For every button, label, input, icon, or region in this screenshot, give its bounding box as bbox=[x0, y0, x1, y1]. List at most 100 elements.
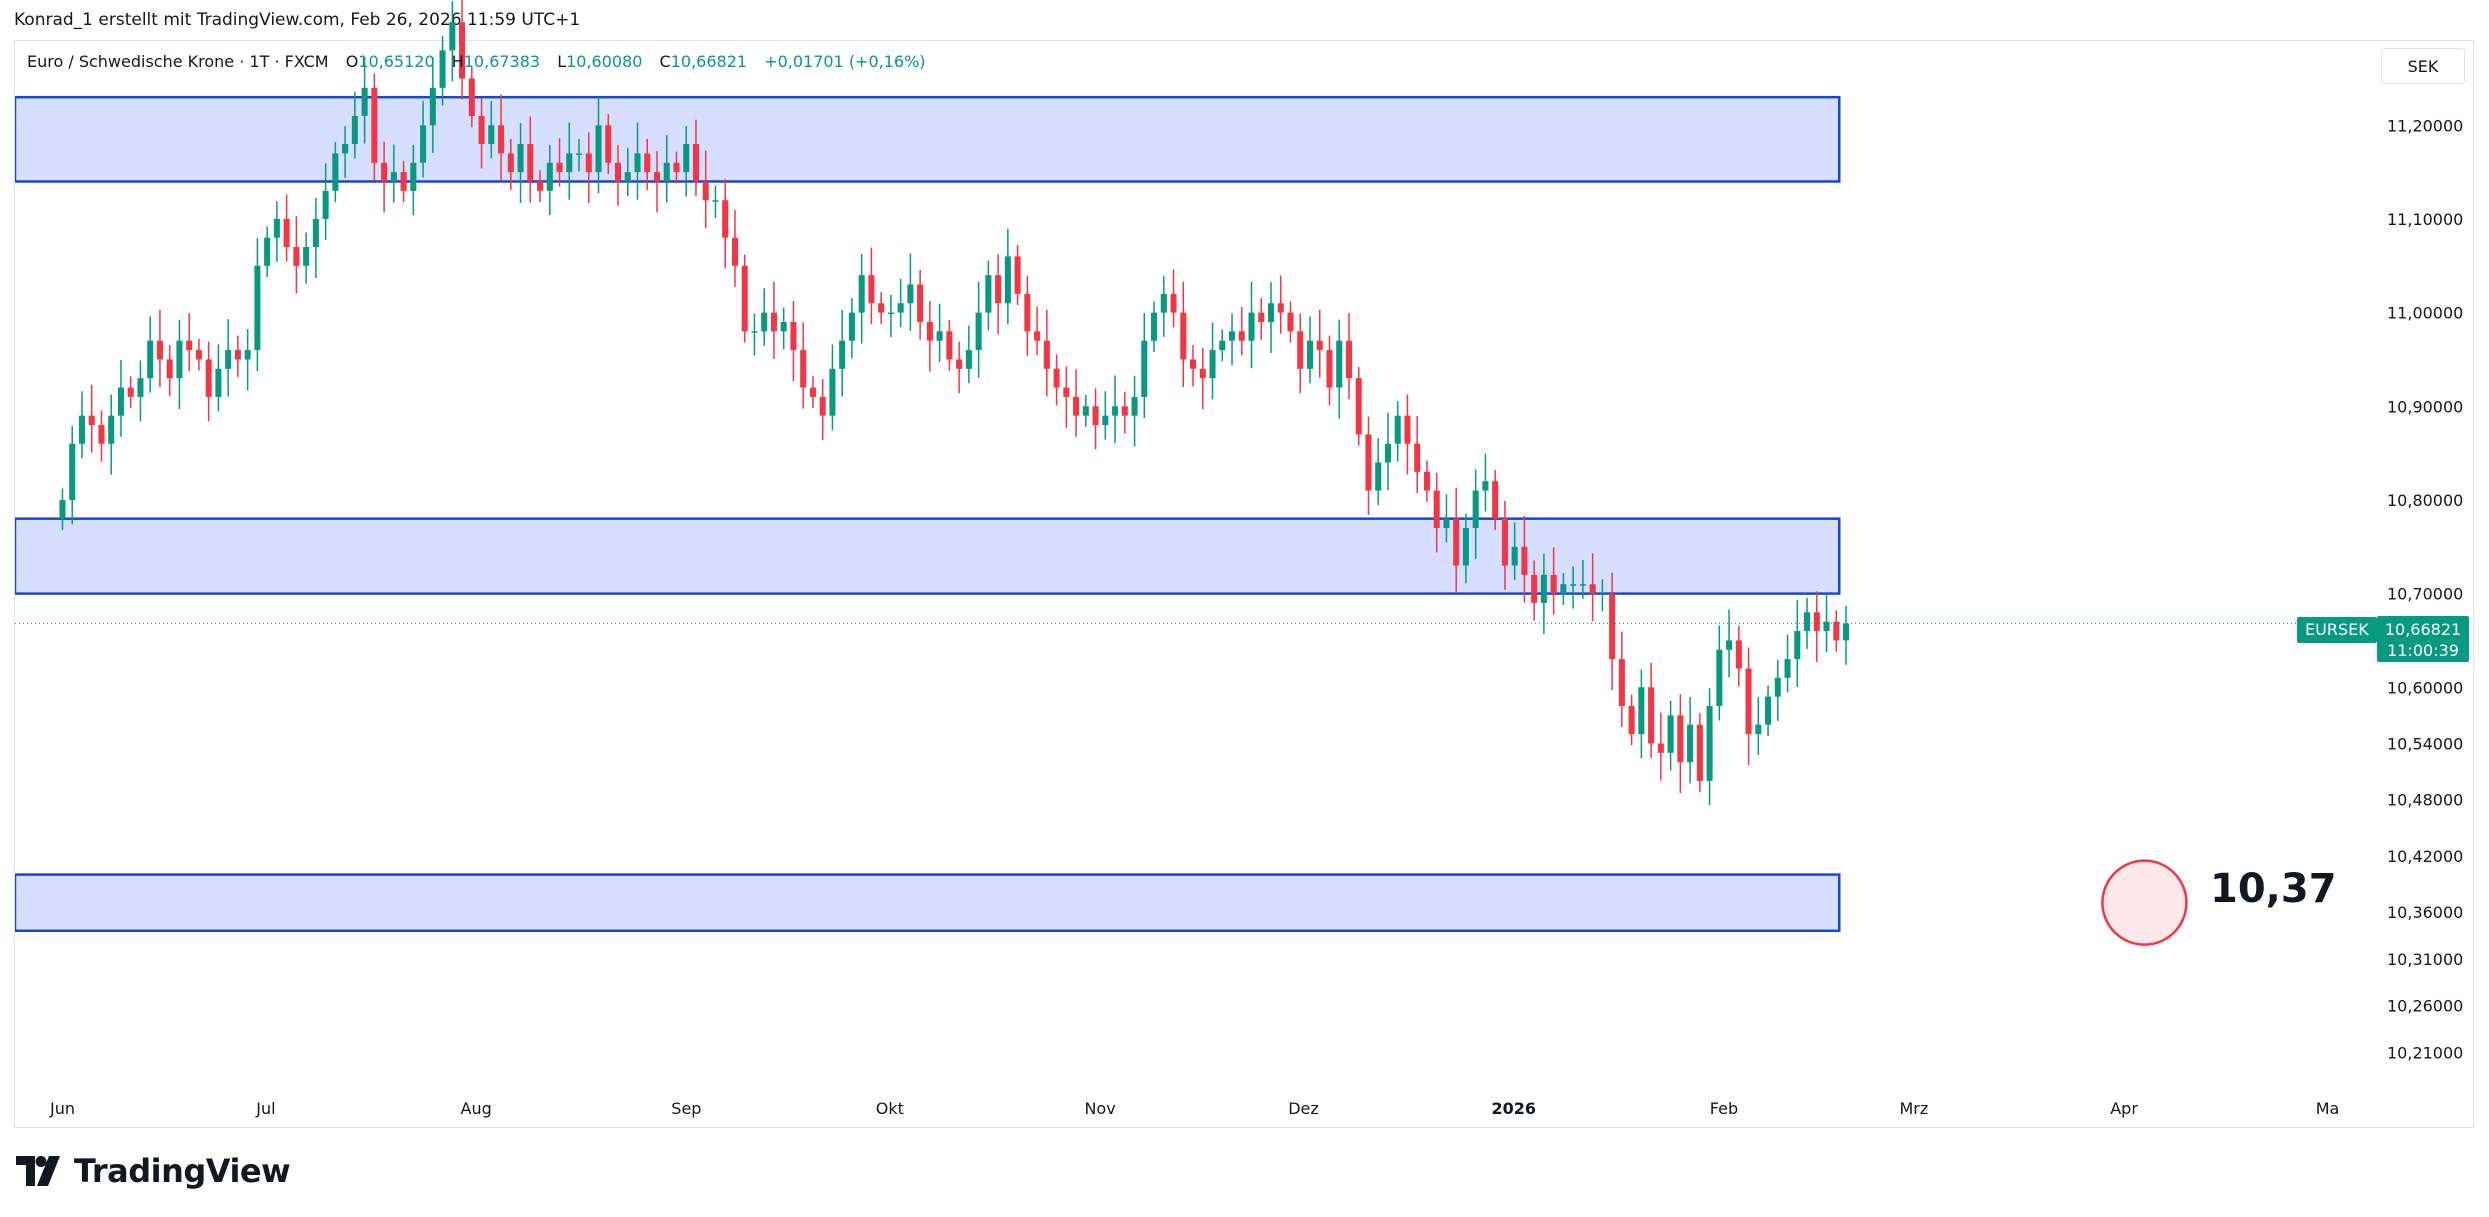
candle-body bbox=[1657, 743, 1664, 753]
support-resistance-zone bbox=[15, 873, 1841, 933]
x-tick-label: Aug bbox=[461, 1099, 492, 1118]
candle-body bbox=[1219, 340, 1226, 351]
candle-body bbox=[1248, 312, 1255, 341]
candle-body bbox=[1053, 368, 1060, 388]
candle-body bbox=[195, 350, 202, 360]
y-tick-label: 10,60000 bbox=[2387, 678, 2463, 697]
x-tick-label: Jul bbox=[255, 1099, 275, 1118]
candle-body bbox=[1034, 331, 1041, 341]
candle-body bbox=[1599, 593, 1606, 596]
candle-body bbox=[381, 162, 388, 182]
candle-body bbox=[1297, 331, 1304, 369]
y-tick-label: 10,26000 bbox=[2387, 997, 2463, 1016]
candle-body bbox=[342, 144, 349, 154]
support-resistance-zone bbox=[15, 95, 1841, 183]
candle-body bbox=[1540, 574, 1547, 603]
legend-high-value: 10,67383 bbox=[463, 52, 541, 71]
candle-body bbox=[1228, 331, 1236, 341]
candle-body bbox=[234, 350, 241, 360]
candle-body bbox=[917, 284, 924, 322]
target-price-label: 10,37 bbox=[2210, 866, 2337, 912]
candle-body bbox=[692, 144, 699, 182]
legend-close-value: 10,66821 bbox=[670, 52, 748, 71]
candle-body bbox=[1082, 406, 1089, 416]
candle-body bbox=[420, 125, 427, 163]
currency-button[interactable]: SEK bbox=[2381, 48, 2465, 84]
candle-body bbox=[1092, 406, 1099, 426]
candle-body bbox=[1121, 406, 1128, 416]
x-tick-label: Jun bbox=[49, 1099, 75, 1118]
support-resistance-zone bbox=[15, 517, 1841, 595]
legend-open-value: 10,65120 bbox=[358, 52, 435, 71]
y-tick-label: 10,80000 bbox=[2387, 491, 2463, 510]
x-tick-label: Dez bbox=[1288, 1099, 1319, 1118]
candle-body bbox=[624, 172, 631, 182]
candle-body bbox=[751, 331, 758, 333]
x-tick-label: Feb bbox=[1710, 1099, 1738, 1118]
y-tick-label: 10,21000 bbox=[2387, 1044, 2463, 1063]
candle-body bbox=[1043, 340, 1050, 369]
candle-body bbox=[1794, 631, 1801, 660]
candle-body bbox=[400, 172, 407, 191]
tradingview-logo[interactable]: TradingView bbox=[16, 1152, 291, 1190]
candle-body bbox=[108, 415, 115, 444]
candle-body bbox=[78, 415, 85, 444]
candle-body bbox=[1345, 340, 1352, 379]
candle-body bbox=[819, 396, 826, 416]
x-tick-label: Mrz bbox=[1899, 1099, 1928, 1118]
candle-body bbox=[322, 190, 329, 219]
candle-body bbox=[478, 115, 485, 145]
candle-body bbox=[312, 218, 319, 248]
candle-body bbox=[839, 340, 846, 369]
x-tick-label: Sep bbox=[671, 1099, 701, 1118]
candle-body bbox=[1073, 396, 1080, 416]
x-tick-label: Okt bbox=[876, 1099, 904, 1118]
candle-body bbox=[293, 247, 300, 266]
legend-close-label: C bbox=[659, 52, 671, 71]
candle-body bbox=[975, 312, 982, 351]
candle-body bbox=[1521, 546, 1528, 575]
candle-body bbox=[1804, 612, 1811, 632]
candle-body bbox=[1706, 705, 1713, 781]
last-price-value: 10,66821 bbox=[2384, 620, 2462, 639]
candle-body bbox=[1492, 481, 1499, 519]
candle-body bbox=[702, 181, 709, 201]
candle-body bbox=[1190, 359, 1197, 369]
bar-countdown: 11:00:39 bbox=[2387, 641, 2459, 660]
candle-body bbox=[1209, 350, 1216, 379]
candle-body bbox=[98, 425, 105, 444]
candle-body bbox=[1745, 668, 1752, 735]
legend-low-label: L bbox=[557, 52, 567, 71]
candle-body bbox=[907, 284, 914, 304]
candle-body bbox=[868, 275, 875, 304]
y-tick-label: 11,10000 bbox=[2387, 210, 2463, 229]
candle-body bbox=[439, 50, 446, 88]
candle-body bbox=[1687, 724, 1694, 763]
candle-body bbox=[1141, 340, 1148, 397]
candle-body bbox=[1531, 574, 1538, 603]
candle-body bbox=[1618, 659, 1625, 706]
y-tick-label: 10,48000 bbox=[2387, 791, 2463, 810]
candle-body bbox=[1550, 574, 1557, 594]
candle-body bbox=[1004, 256, 1011, 304]
candle-body bbox=[1375, 462, 1382, 491]
candle-body bbox=[965, 350, 972, 369]
candle-body bbox=[1199, 368, 1206, 379]
candle-body bbox=[1170, 293, 1177, 313]
candle-body bbox=[683, 144, 690, 173]
candle-body bbox=[1326, 350, 1333, 388]
candle-body bbox=[1726, 640, 1733, 650]
candle-body bbox=[595, 125, 602, 173]
candle-body bbox=[332, 153, 339, 191]
candle-body bbox=[127, 387, 134, 397]
candle-body bbox=[712, 200, 719, 202]
legend-symbol[interactable]: Euro / Schwedische Krone · 1T · FXCM bbox=[27, 52, 329, 71]
candle-body bbox=[1384, 443, 1391, 463]
candle-body bbox=[1063, 387, 1070, 397]
candle-body bbox=[1765, 696, 1772, 725]
candle-body bbox=[254, 265, 261, 351]
candle-body bbox=[1355, 378, 1362, 435]
candle-body bbox=[1482, 481, 1489, 491]
candle-body bbox=[1258, 312, 1265, 322]
